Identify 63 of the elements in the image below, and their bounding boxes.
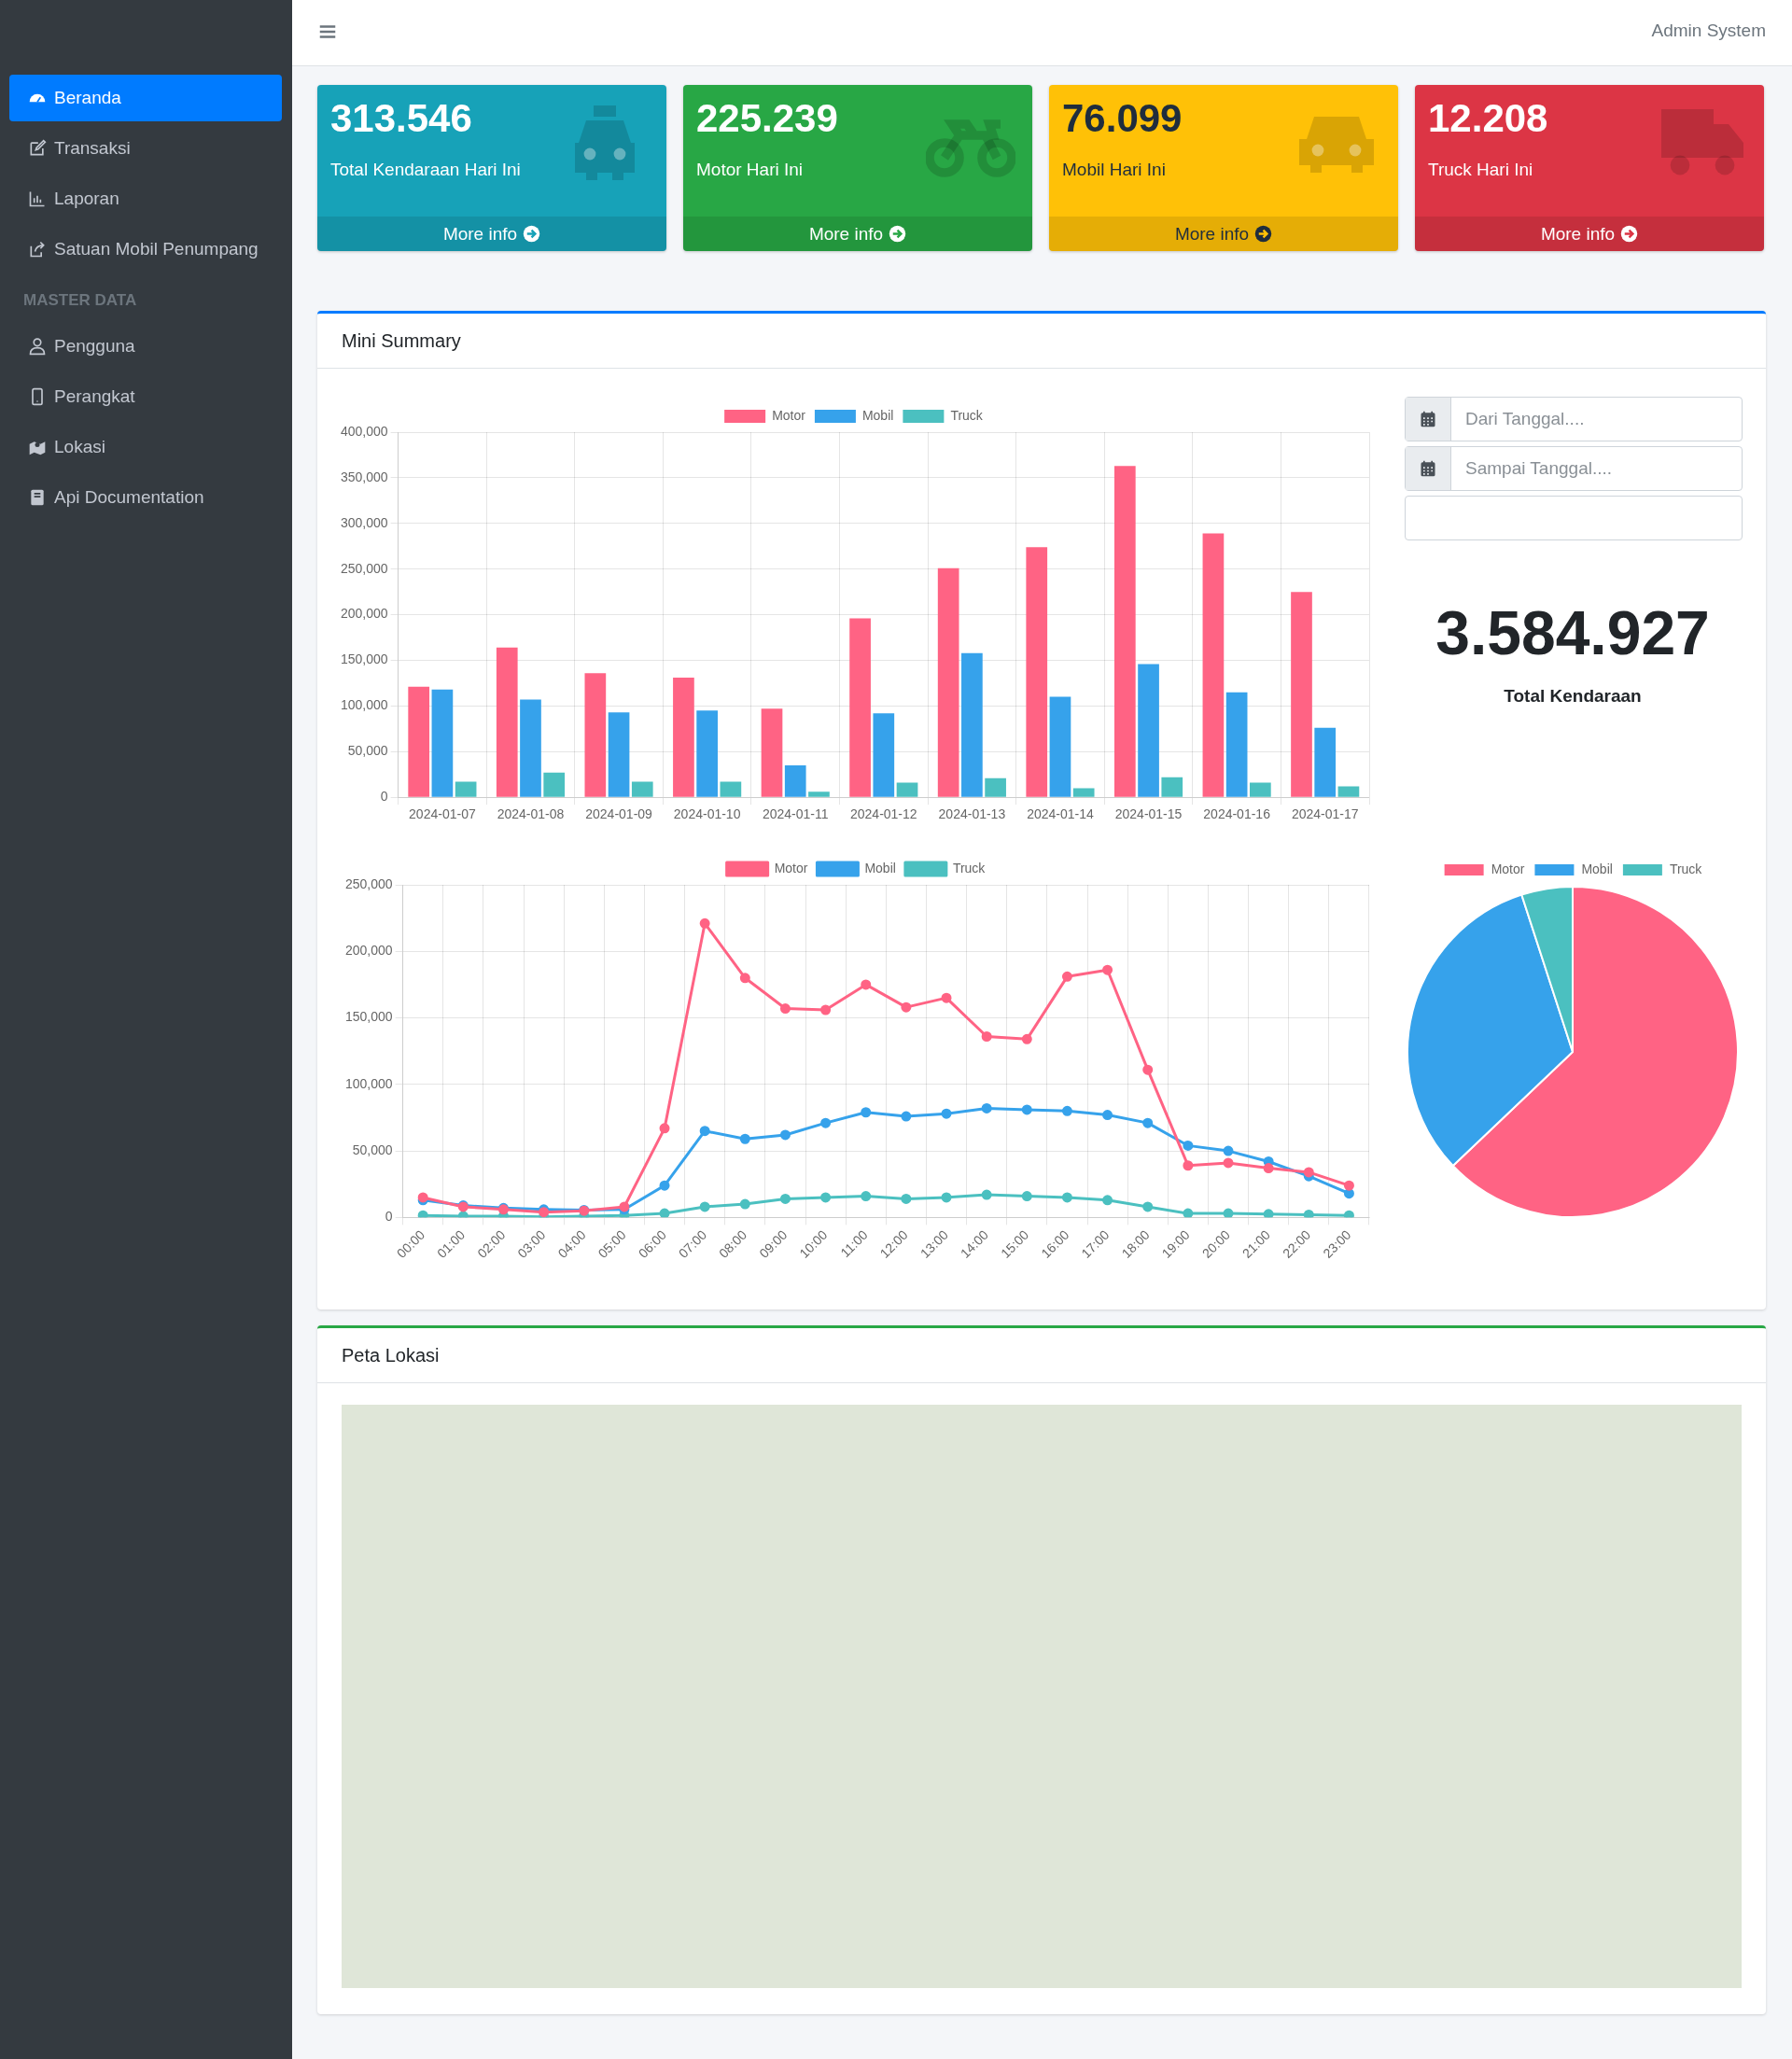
text: Perangkat bbox=[54, 386, 135, 407]
y-tick-label: 50,000 bbox=[347, 743, 388, 759]
legend-label: Mobil bbox=[864, 860, 896, 875]
text: 12.208 bbox=[1428, 96, 1548, 141]
legend-label: Mobil bbox=[1581, 861, 1613, 876]
legend-label: Truck bbox=[952, 860, 987, 875]
y-tick-label: 200,000 bbox=[341, 606, 388, 622]
x-tick-label: 2024-01-07 bbox=[409, 806, 476, 822]
x-tick-label: 2024-01-08 bbox=[497, 806, 565, 822]
text: 3.584.927 bbox=[1435, 597, 1711, 668]
x-tick-label: 2024-01-14 bbox=[1027, 806, 1094, 822]
y-tick-label: 350,000 bbox=[341, 469, 388, 484]
category-label: Truck Hari Ini bbox=[1428, 160, 1533, 180]
text: Mini Summary bbox=[342, 330, 461, 352]
legend-label: Motor bbox=[774, 860, 808, 875]
x-tick-label: 2024-01-13 bbox=[938, 806, 1006, 822]
y-tick-label: 150,000 bbox=[345, 1009, 393, 1025]
x-tick-label: 2024-01-11 bbox=[762, 806, 829, 822]
category-label: Mobil Hari Ini bbox=[1062, 160, 1166, 180]
y-tick-label: 50,000 bbox=[352, 1142, 393, 1157]
text: More info bbox=[1174, 223, 1250, 245]
text: Transaksi bbox=[54, 138, 131, 159]
x-tick-label: 2024-01-17 bbox=[1291, 806, 1359, 822]
text: 76.099 bbox=[1062, 96, 1183, 141]
y-tick-label: 150,000 bbox=[341, 651, 388, 667]
text: MASTER DATA bbox=[23, 291, 137, 310]
x-tick-label: 2024-01-10 bbox=[673, 806, 741, 822]
y-tick-label: 400,000 bbox=[341, 423, 388, 439]
text: More info bbox=[1540, 223, 1616, 245]
y-tick-label: 0 bbox=[380, 789, 388, 805]
text: Admin System bbox=[1651, 21, 1766, 41]
x-tick-label: 2024-01-09 bbox=[585, 806, 653, 822]
legend-label: Truck bbox=[1669, 861, 1703, 876]
category-label: Total Kendaraan Hari Ini bbox=[330, 160, 521, 180]
legend-label: Motor bbox=[1491, 861, 1525, 876]
x-tick-label: 2024-01-12 bbox=[849, 806, 917, 822]
y-tick-label: 250,000 bbox=[341, 560, 388, 576]
text: 313.546 bbox=[330, 96, 472, 141]
text: Lokasi bbox=[54, 437, 105, 457]
category-label: Motor Hari Ini bbox=[696, 160, 804, 180]
legend-label: Truck bbox=[950, 407, 984, 423]
text: Pengguna bbox=[54, 336, 135, 357]
x-tick-label: 2024-01-15 bbox=[1114, 806, 1183, 822]
y-tick-label: 0 bbox=[385, 1209, 393, 1225]
x-tick-label: 2024-01-16 bbox=[1203, 806, 1271, 822]
category-label: Total Kendaraan bbox=[1503, 686, 1643, 707]
text: Laporan bbox=[54, 189, 119, 209]
text: Peta Lokasi bbox=[342, 1345, 440, 1366]
text: Satuan Mobil Penumpang bbox=[54, 239, 259, 259]
y-tick-label: 300,000 bbox=[341, 514, 388, 530]
text: Beranda bbox=[54, 88, 121, 108]
legend-label: Mobil bbox=[861, 407, 894, 423]
text: More info bbox=[442, 223, 518, 245]
y-tick-label: 100,000 bbox=[341, 697, 388, 713]
legend-label: Motor bbox=[772, 407, 806, 423]
y-tick-label: 100,000 bbox=[345, 1075, 393, 1091]
text: More info bbox=[808, 223, 884, 245]
text: 225.239 bbox=[696, 96, 838, 141]
y-tick-label: 200,000 bbox=[345, 943, 393, 959]
text: Dari Tanggal.... bbox=[1465, 409, 1585, 429]
y-tick-label: 250,000 bbox=[345, 875, 393, 891]
text: Sampai Tanggal.... bbox=[1465, 458, 1613, 479]
text: Api Documentation bbox=[54, 487, 204, 508]
